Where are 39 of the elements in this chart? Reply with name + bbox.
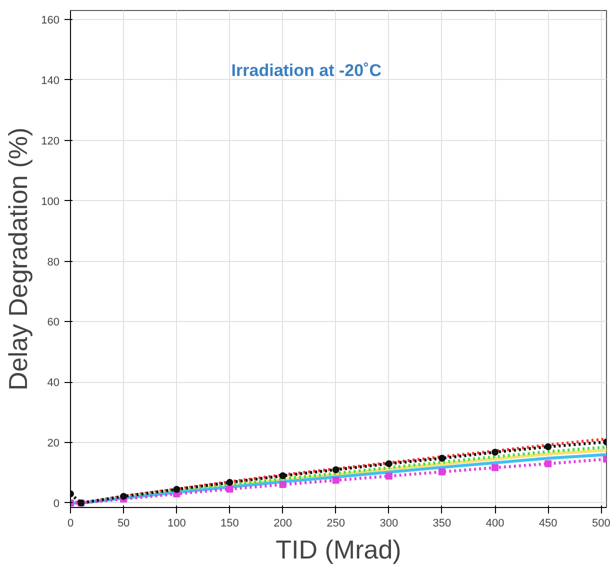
point [332,466,340,474]
point [173,486,180,493]
point [492,464,499,472]
x-tick-label: 100 [167,518,186,530]
annotation: Irradiation at -20˚C [231,61,382,80]
x-axis-title: TID (Mrad) [276,534,402,564]
y-tick-label: 40 [47,377,60,390]
y-tick-label: 120 [41,135,60,148]
x-tick-label: 300 [380,518,398,530]
point [120,492,128,500]
x-tick-label: 250 [326,518,346,530]
x-tick-label: 0 [67,518,74,530]
point [385,460,392,468]
point [492,448,499,456]
y-tick-label: 60 [47,316,60,329]
x-tick-label: 200 [274,518,292,530]
point [438,468,446,476]
y-tick-label: 80 [47,256,60,268]
point [544,460,552,468]
x-tick-label: 150 [220,518,239,530]
x-tick-label: 50 [117,518,130,530]
point [385,472,392,480]
point [438,454,446,462]
y-tick-label: 100 [41,196,60,208]
point [226,486,234,493]
y-tick-label: 160 [41,14,60,27]
point [279,472,286,480]
x-tick-label: 500 [592,518,610,530]
x-tick-label: 350 [432,518,452,530]
point [544,443,552,450]
point [279,481,286,488]
y-tick-label: 20 [47,438,60,450]
y-tick-label: 0 [53,498,60,510]
y-tick-label: 140 [41,74,60,87]
point [226,478,234,486]
y-axis-title: Delay Degradation (%) [3,127,34,391]
x-tick-label: 450 [538,518,558,530]
point [332,476,340,484]
x-tick-label: 400 [486,518,504,530]
